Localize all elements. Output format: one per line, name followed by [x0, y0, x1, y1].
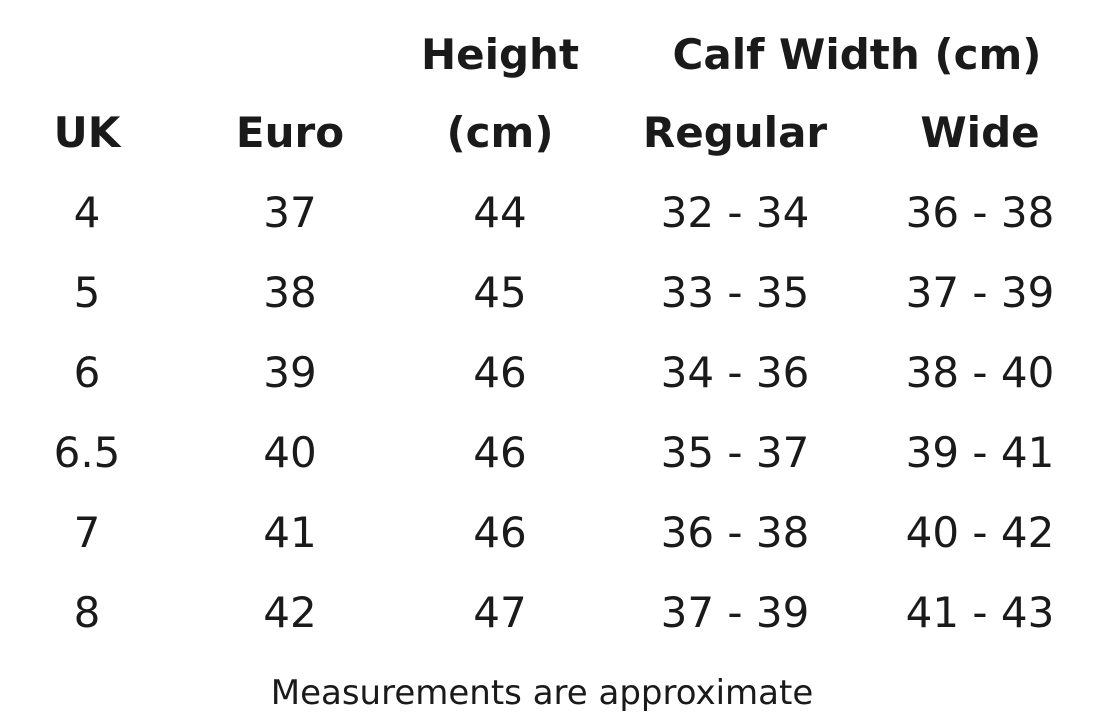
- table-cell: 44: [473, 188, 527, 237]
- table-cell: 46: [473, 508, 527, 557]
- table-cell: 5: [73, 268, 101, 317]
- table-cell: 37 - 39: [660, 588, 810, 637]
- table-cell: 37 - 39: [905, 268, 1055, 317]
- table-cell: 39 - 41: [905, 428, 1055, 477]
- column-header: Regular: [642, 108, 828, 157]
- table-cell: 41 - 43: [905, 588, 1055, 637]
- table-cell: 46: [473, 348, 527, 397]
- table-cell: 47: [473, 588, 527, 637]
- table-cell: 4: [73, 188, 101, 237]
- header-top: Calf Width (cm): [672, 30, 1042, 79]
- table-cell: 38 - 40: [905, 348, 1055, 397]
- table-cell: 6: [73, 348, 101, 397]
- table-cell: 39: [263, 348, 317, 397]
- header-top: Height: [420, 30, 580, 79]
- footer-note: Measurements are approximate: [270, 673, 814, 713]
- table-cell: 38: [263, 268, 317, 317]
- table-cell: 34 - 36: [660, 348, 810, 397]
- column-header: Euro: [235, 108, 345, 157]
- column-header: (cm): [446, 108, 554, 157]
- table-cell: 45: [473, 268, 527, 317]
- table-cell: 40: [263, 428, 317, 477]
- table-cell: 35 - 37: [660, 428, 810, 477]
- table-cell: 37: [263, 188, 317, 237]
- column-header: UK: [53, 108, 121, 157]
- table-cell: 7: [73, 508, 101, 557]
- column-header: Wide: [920, 108, 1040, 157]
- table-cell: 36 - 38: [905, 188, 1055, 237]
- table-cell: 40 - 42: [905, 508, 1055, 557]
- table-cell: 32 - 34: [660, 188, 810, 237]
- table-cell: 41: [263, 508, 317, 557]
- table-cell: 8: [73, 588, 101, 637]
- table-cell: 6.5: [53, 428, 121, 477]
- table-cell: 33 - 35: [660, 268, 810, 317]
- table-cell: 46: [473, 428, 527, 477]
- table-cell: 42: [263, 588, 317, 637]
- table-cell: 36 - 38: [660, 508, 810, 557]
